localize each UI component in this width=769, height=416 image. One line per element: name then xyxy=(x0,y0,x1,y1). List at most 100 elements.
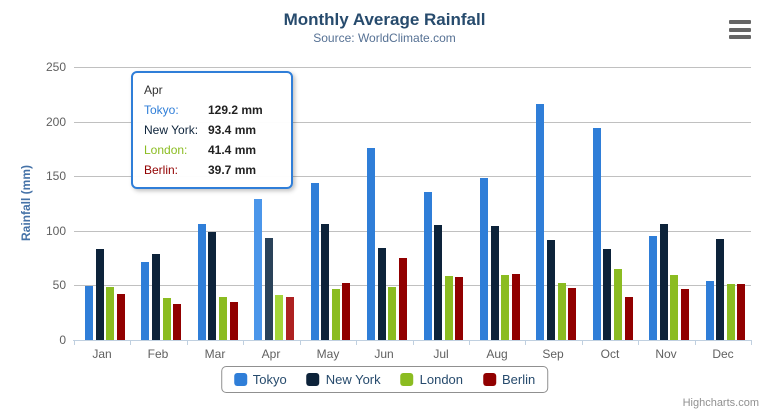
x-axis-label: Apr xyxy=(261,347,281,361)
bar-new-york-apr[interactable] xyxy=(265,238,273,340)
tooltip-series-value: 93.4 mm xyxy=(208,123,257,137)
bar-london-jul[interactable] xyxy=(445,276,453,340)
bar-berlin-aug[interactable] xyxy=(512,274,520,340)
bar-berlin-dec[interactable] xyxy=(737,284,745,340)
tooltip: Apr Tokyo: 129.2 mm New York: 93.4 mm London… xyxy=(131,71,293,189)
legend-item-berlin[interactable]: Berlin xyxy=(483,372,535,387)
tooltip-row: Tokyo: 129.2 mm xyxy=(144,100,280,120)
axis-tick xyxy=(130,340,131,345)
bar-new-york-jul[interactable] xyxy=(434,225,442,340)
bar-new-york-nov[interactable] xyxy=(660,224,668,340)
axis-tick xyxy=(638,340,639,345)
bar-berlin-mar[interactable] xyxy=(230,302,238,340)
x-axis-label: Nov xyxy=(655,347,677,361)
bar-new-york-dec[interactable] xyxy=(716,239,724,340)
tooltip-series-label: Berlin: xyxy=(144,163,179,177)
tooltip-header: Apr xyxy=(144,83,163,97)
bar-berlin-sep[interactable] xyxy=(568,288,576,340)
hamburger-icon xyxy=(729,35,751,39)
tooltip-series-label: New York: xyxy=(144,123,199,137)
bar-berlin-apr[interactable] xyxy=(286,297,294,340)
bar-tokyo-dec[interactable] xyxy=(706,281,714,340)
gridline xyxy=(74,176,751,177)
bar-london-nov[interactable] xyxy=(670,275,678,340)
legend-label: Berlin xyxy=(502,372,536,387)
bar-tokyo-jul[interactable] xyxy=(424,192,432,340)
tooltip-row: London: 41.4 mm xyxy=(144,140,280,160)
x-axis-label: Feb xyxy=(147,347,169,361)
bar-london-aug[interactable] xyxy=(501,275,509,340)
bar-berlin-oct[interactable] xyxy=(625,297,633,340)
bar-berlin-nov[interactable] xyxy=(681,289,689,340)
axis-tick xyxy=(74,340,75,345)
bar-new-york-aug[interactable] xyxy=(491,226,499,340)
x-axis-line xyxy=(73,340,752,341)
hamburger-icon xyxy=(729,20,751,24)
bar-berlin-may[interactable] xyxy=(342,283,350,340)
legend-item-london[interactable]: London xyxy=(400,372,464,387)
bar-tokyo-nov[interactable] xyxy=(649,236,657,340)
axis-tick xyxy=(413,340,414,345)
legend-swatch xyxy=(233,373,247,386)
chart-subtitle: Source: WorldClimate.com xyxy=(313,31,456,45)
bar-berlin-jun[interactable] xyxy=(399,258,407,340)
tooltip-row: Berlin: 39.7 mm xyxy=(144,160,280,180)
legend-swatch xyxy=(400,373,414,386)
axis-tick xyxy=(243,340,244,345)
legend-swatch xyxy=(483,373,497,386)
bar-tokyo-jan[interactable] xyxy=(85,286,93,340)
y-axis-label: 200 xyxy=(45,115,66,129)
bar-tokyo-sep[interactable] xyxy=(536,104,544,340)
bar-london-oct[interactable] xyxy=(614,269,622,340)
bar-tokyo-feb[interactable] xyxy=(141,262,149,340)
legend: Tokyo New York London Berlin xyxy=(220,366,549,393)
axis-tick xyxy=(695,340,696,345)
bar-new-york-mar[interactable] xyxy=(208,232,216,340)
axis-tick xyxy=(187,340,188,345)
legend-item-tokyo[interactable]: Tokyo xyxy=(233,372,287,387)
axis-tick xyxy=(469,340,470,345)
bar-new-york-jan[interactable] xyxy=(96,249,104,340)
x-axis-label: Sep xyxy=(542,347,564,361)
tooltip-series-value: 129.2 mm xyxy=(208,103,263,117)
bar-tokyo-jun[interactable] xyxy=(367,148,375,340)
bar-london-jan[interactable] xyxy=(106,287,114,340)
tooltip-series-label: Tokyo: xyxy=(144,103,179,117)
legend-item-new-york[interactable]: New York xyxy=(306,372,381,387)
bar-tokyo-apr[interactable] xyxy=(254,199,262,340)
bar-london-may[interactable] xyxy=(332,289,340,340)
bar-london-dec[interactable] xyxy=(727,284,735,340)
bar-berlin-jul[interactable] xyxy=(455,277,463,340)
bar-berlin-feb[interactable] xyxy=(173,304,181,340)
bar-tokyo-mar[interactable] xyxy=(198,224,206,340)
bar-london-jun[interactable] xyxy=(388,287,396,340)
bar-new-york-feb[interactable] xyxy=(152,254,160,340)
gridline xyxy=(74,231,751,232)
legend-swatch xyxy=(306,373,320,386)
credits-link[interactable]: Highcharts.com xyxy=(682,397,759,409)
bar-new-york-jun[interactable] xyxy=(378,248,386,340)
gridline xyxy=(74,285,751,286)
bar-london-apr[interactable] xyxy=(275,295,283,340)
y-axis-label: 100 xyxy=(45,224,66,238)
export-menu-button[interactable] xyxy=(729,20,754,39)
axis-tick xyxy=(582,340,583,345)
bar-london-mar[interactable] xyxy=(219,297,227,340)
bar-new-york-sep[interactable] xyxy=(547,240,555,340)
bar-london-feb[interactable] xyxy=(163,298,171,340)
bar-berlin-jan[interactable] xyxy=(117,294,125,340)
axis-tick xyxy=(525,340,526,345)
legend-label: London xyxy=(419,372,464,387)
bar-tokyo-oct[interactable] xyxy=(593,128,601,340)
y-axis-label: 250 xyxy=(45,60,66,74)
bar-tokyo-aug[interactable] xyxy=(480,178,488,340)
x-axis-label: Dec xyxy=(712,347,734,361)
x-axis-label: May xyxy=(316,347,340,361)
bar-new-york-oct[interactable] xyxy=(603,249,611,340)
y-axis-label: 0 xyxy=(59,333,66,347)
y-axis-label: 150 xyxy=(45,169,66,183)
bar-tokyo-may[interactable] xyxy=(311,183,319,340)
bar-new-york-may[interactable] xyxy=(321,224,329,340)
x-axis-label: Jun xyxy=(374,347,394,361)
bar-london-sep[interactable] xyxy=(558,283,566,340)
